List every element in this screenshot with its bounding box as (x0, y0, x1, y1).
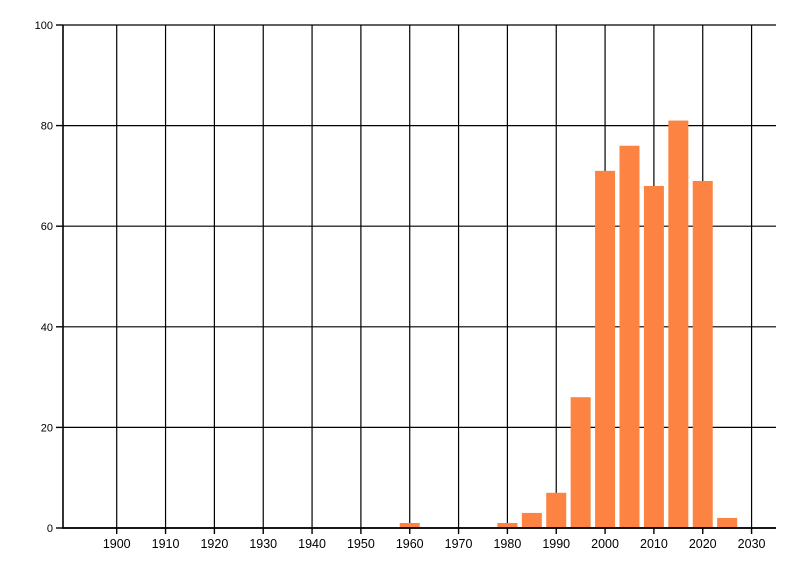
bar-2000 (595, 170, 616, 528)
bar-2010 (643, 185, 664, 528)
bar-1980 (497, 522, 518, 528)
bar-2015 (668, 120, 689, 528)
x-tick-label-1960: 1960 (396, 537, 424, 551)
bar-2005 (619, 145, 640, 528)
y-tick-label-0: 0 (47, 523, 53, 535)
y-tick-label-60: 60 (41, 221, 53, 233)
y-tick-label-20: 20 (41, 422, 53, 434)
bar-1995 (570, 397, 591, 528)
x-tick-label-1910: 1910 (152, 537, 180, 551)
bar-1990 (546, 492, 567, 528)
x-tick-label-1950: 1950 (347, 537, 375, 551)
bar-2020 (692, 180, 713, 528)
x-tick-label-1940: 1940 (298, 537, 326, 551)
x-tick-label-2010: 2010 (640, 537, 668, 551)
y-tick-label-100: 100 (35, 20, 53, 32)
bars-layer (399, 120, 738, 528)
x-tick-label-2000: 2000 (591, 537, 619, 551)
y-tick-label-80: 80 (41, 121, 53, 133)
x-tick-label-2020: 2020 (689, 537, 717, 551)
x-tick-label-1980: 1980 (493, 537, 521, 551)
bar-1985 (521, 512, 542, 528)
x-tick-label-1900: 1900 (103, 537, 131, 551)
bar-1960 (399, 522, 420, 528)
axes-layer (56, 24, 776, 534)
x-tick-label-1990: 1990 (542, 537, 570, 551)
x-tick-label-1920: 1920 (200, 537, 228, 551)
x-tick-label-1970: 1970 (445, 537, 473, 551)
tick-labels-layer: 0 20 40 60 80 100 1900 1910 1920 1930 1940 1950 1960… (35, 20, 766, 551)
x-tick-label-1930: 1930 (249, 537, 277, 551)
bar-2025 (717, 517, 738, 528)
x-tick-label-2030: 2030 (738, 537, 766, 551)
y-tick-label-40: 40 (41, 322, 53, 334)
